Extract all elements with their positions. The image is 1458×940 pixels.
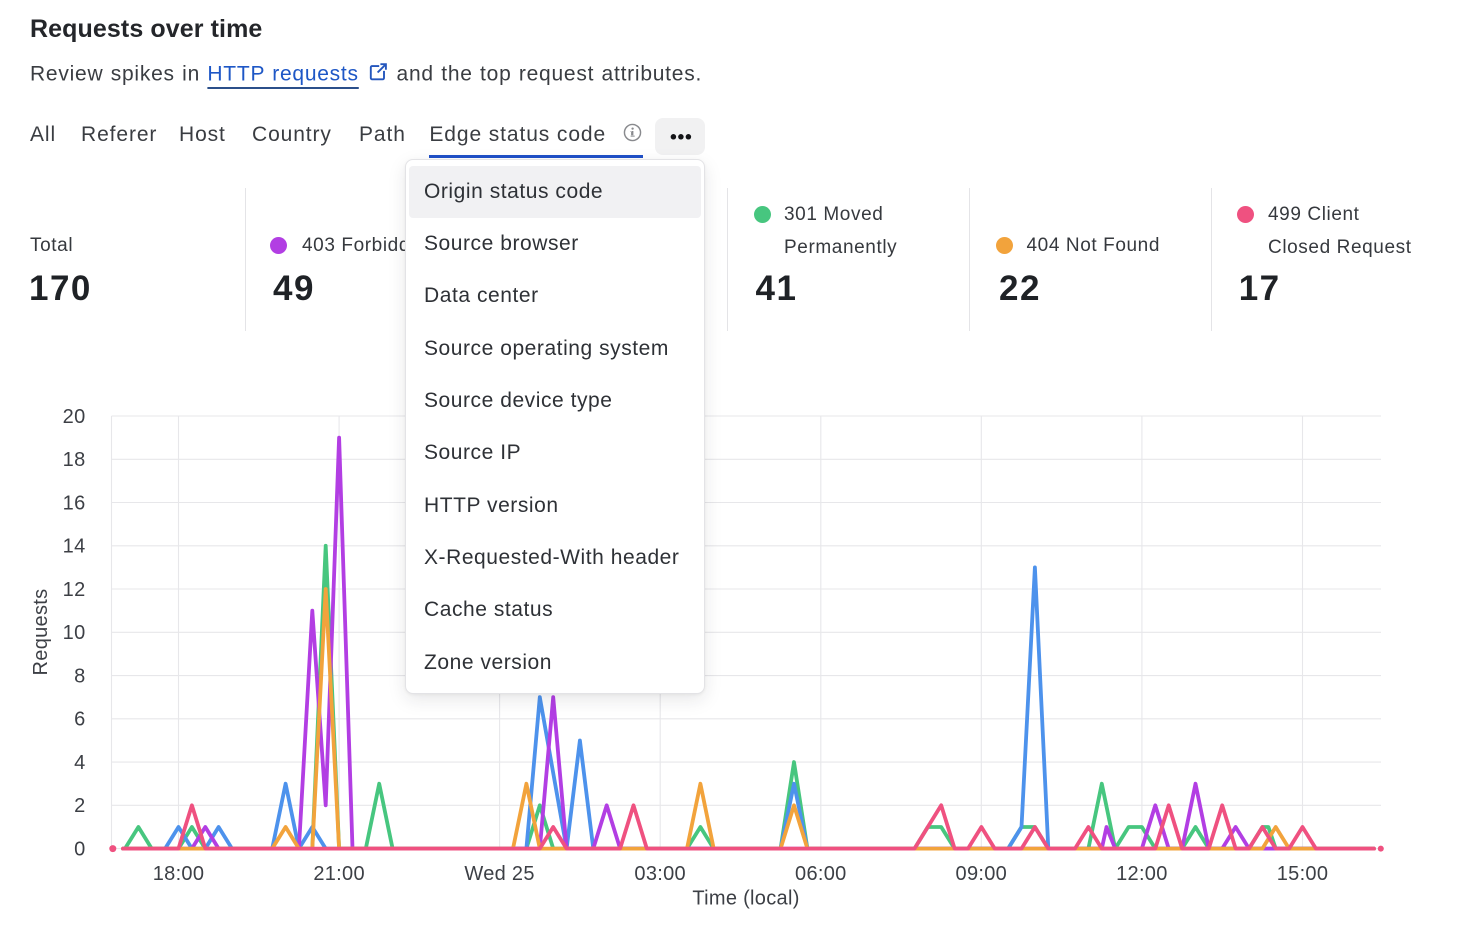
svg-text:20: 20 — [63, 406, 86, 428]
svg-text:Time (local): Time (local) — [692, 888, 799, 910]
svg-text:0: 0 — [74, 838, 85, 860]
svg-text:4: 4 — [74, 752, 85, 774]
svg-text:6: 6 — [74, 709, 85, 731]
svg-text:14: 14 — [63, 536, 86, 558]
svg-text:8: 8 — [74, 665, 85, 687]
svg-text:Requests: Requests — [30, 589, 52, 676]
svg-text:10: 10 — [63, 622, 86, 644]
svg-text:12: 12 — [63, 579, 86, 601]
svg-text:09:00: 09:00 — [956, 863, 1008, 885]
svg-text:12:00: 12:00 — [1116, 863, 1168, 885]
svg-text:18: 18 — [63, 449, 86, 471]
svg-text:18:00: 18:00 — [153, 863, 205, 885]
svg-text:06:00: 06:00 — [795, 863, 847, 885]
svg-text:Wed 25: Wed 25 — [464, 863, 534, 885]
svg-text:03:00: 03:00 — [634, 863, 686, 885]
svg-text:15:00: 15:00 — [1277, 863, 1329, 885]
svg-text:2: 2 — [74, 795, 85, 817]
svg-text:21:00: 21:00 — [313, 863, 365, 885]
svg-text:16: 16 — [63, 492, 86, 514]
